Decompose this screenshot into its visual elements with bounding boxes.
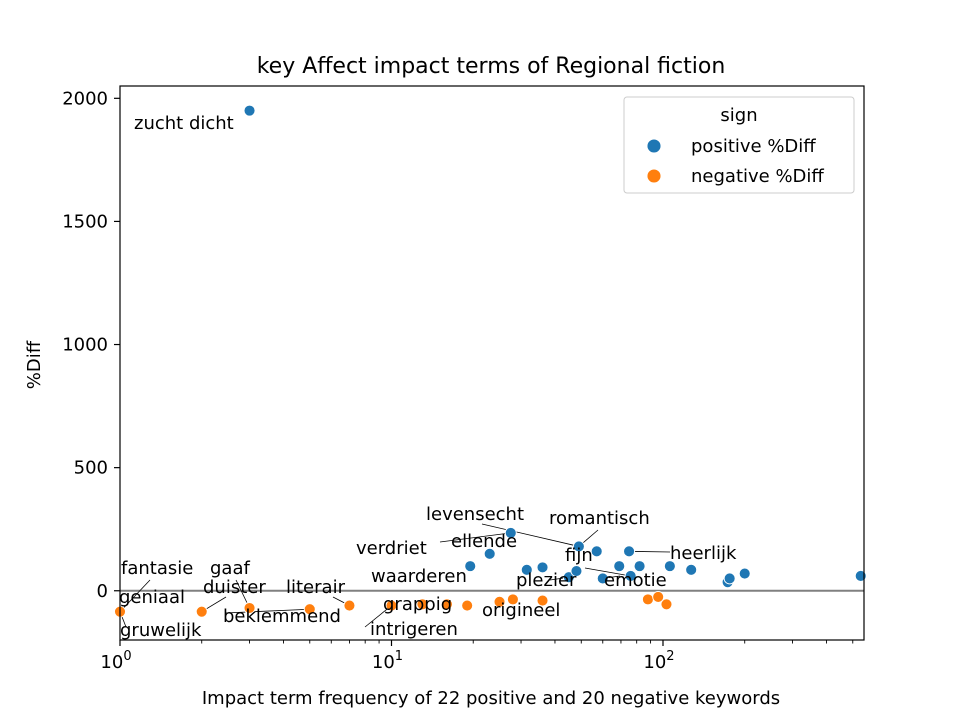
legend-marker xyxy=(646,138,662,154)
legend-label: positive %Diff xyxy=(691,136,816,157)
annotation-leader-line xyxy=(584,567,631,577)
negative-point xyxy=(243,602,256,614)
annotation-label: levensecht xyxy=(426,504,524,525)
negative-point xyxy=(303,603,316,616)
annotation-label: emotie xyxy=(604,570,667,591)
annotation-label: duister xyxy=(203,577,266,598)
positive-point xyxy=(723,572,736,585)
annotation-leader-line xyxy=(439,532,511,543)
positive-point xyxy=(624,570,637,582)
annotation-label: gaaf xyxy=(210,558,250,579)
negative-point xyxy=(641,593,654,606)
negative-point xyxy=(493,595,506,608)
negative-point xyxy=(506,593,519,606)
negative-point xyxy=(416,598,429,611)
negative-point xyxy=(195,605,208,618)
x-tick-label: 102 xyxy=(643,649,674,673)
annotation-leader-line xyxy=(224,608,310,614)
positive-point xyxy=(623,545,636,558)
annotation-label: ellende xyxy=(451,531,517,552)
x-tick-exponent: 2 xyxy=(666,649,674,664)
x-axis-label: Impact term frequency of 22 positive and… xyxy=(202,688,780,709)
y-tick-label: 1500 xyxy=(62,211,108,232)
x-tick-exponent: 1 xyxy=(395,649,403,664)
annotation-label: origineel xyxy=(482,600,560,621)
x-tick-base: 10 xyxy=(372,652,395,673)
legend: sign positive %Diff negative %Diff xyxy=(623,96,855,194)
annotation-label: grappig xyxy=(383,594,452,615)
annotation-label: beklemmend xyxy=(223,606,341,627)
legend-label: negative %Diff xyxy=(691,166,824,187)
annotation-leader-line xyxy=(119,579,151,612)
positive-point xyxy=(483,547,496,560)
annotation-label: intrigeren xyxy=(370,619,458,640)
negative-point xyxy=(660,598,673,611)
chart-title: key Affect impact terms of Regional fict… xyxy=(257,54,726,79)
annotation-label: fantasie xyxy=(121,558,193,579)
y-tick-label: 0 xyxy=(97,581,108,602)
y-axis-label: %Diff xyxy=(24,340,45,389)
negative-point xyxy=(536,594,549,607)
positive-point xyxy=(613,560,626,573)
annotation-label: waarderen xyxy=(371,566,467,587)
negative-point xyxy=(440,598,453,611)
legend-title: sign xyxy=(720,105,757,126)
annotation-label: romantisch xyxy=(549,508,650,529)
y-tick-label: 1000 xyxy=(62,335,108,356)
negative-point xyxy=(343,599,356,612)
positive-point xyxy=(663,560,676,573)
plot-frame xyxy=(119,85,865,641)
annotation-leader-line xyxy=(629,550,671,553)
positive-point xyxy=(685,563,698,576)
positive-point xyxy=(243,104,256,117)
positive-point xyxy=(504,526,517,539)
annotation-label: geniaal xyxy=(119,587,185,608)
annotation-label: gruwelijk xyxy=(120,620,202,641)
y-tick-label: 500 xyxy=(74,458,108,479)
positive-point xyxy=(572,540,585,553)
annotation-label: plezier xyxy=(516,570,577,591)
legend-marker xyxy=(646,168,662,184)
annotation-label: verdriet xyxy=(356,538,427,559)
positive-point xyxy=(590,545,603,558)
positive-point xyxy=(633,560,646,573)
negative-point xyxy=(652,590,665,603)
x-tick-exponent: 0 xyxy=(123,649,131,664)
annotation-label: heerlijk xyxy=(670,543,737,564)
positive-point xyxy=(596,572,609,585)
annotation-label: fijn xyxy=(565,545,593,566)
positive-point xyxy=(464,560,477,573)
x-tick-base: 10 xyxy=(100,652,123,673)
annotation-leader-line xyxy=(481,523,579,547)
annotation-label: literair xyxy=(286,577,346,598)
y-tick-label: 2000 xyxy=(62,88,108,109)
positive-point xyxy=(570,565,583,578)
positive-point xyxy=(536,561,549,574)
annotation-label: zucht dicht xyxy=(134,113,234,134)
negative-point xyxy=(461,599,474,612)
x-tick-label: 100 xyxy=(100,649,131,673)
x-tick-label: 101 xyxy=(372,649,403,673)
negative-point xyxy=(385,599,398,612)
legend-box xyxy=(623,96,855,194)
x-tick-base: 10 xyxy=(643,652,666,673)
positive-point xyxy=(520,563,533,576)
positive-point xyxy=(738,567,751,580)
